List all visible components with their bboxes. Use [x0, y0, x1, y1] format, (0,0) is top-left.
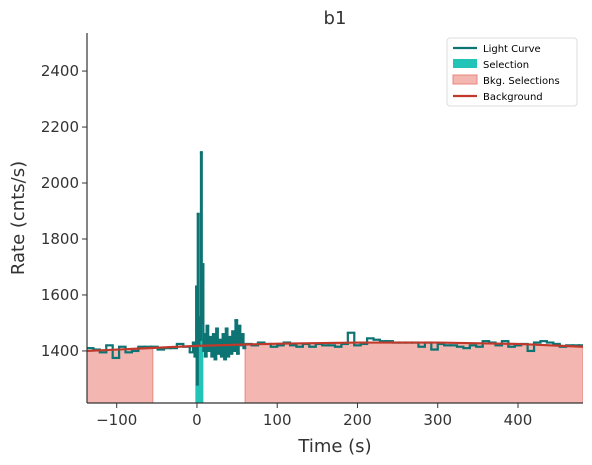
legend-label: Light Curve [483, 44, 541, 55]
y-tick-label: 1800 [41, 230, 79, 248]
x-tick-label: 100 [263, 411, 292, 429]
y-tick-label: 2200 [41, 118, 79, 136]
x-tick-label: 300 [423, 411, 452, 429]
x-tick-label: −100 [96, 411, 137, 429]
legend-label: Selection [483, 60, 529, 71]
x-tick-label: 0 [192, 411, 202, 429]
legend-swatch [453, 59, 477, 68]
y-tick-label: 1600 [41, 286, 79, 304]
background-line [86, 341, 584, 353]
x-tick-label: 200 [343, 411, 372, 429]
y-tick-label: 2400 [41, 62, 79, 80]
y-tick-label: 1400 [41, 342, 79, 360]
y-tick-label: 2000 [41, 174, 79, 192]
y-axis-label: Rate (cnts/s) [8, 161, 29, 275]
legend-swatch [452, 74, 478, 85]
plot-area [87, 151, 583, 403]
legend-box [446, 37, 578, 107]
x-tick-label: 400 [504, 411, 533, 429]
chart-title: b1 [324, 8, 347, 29]
x-axis-label: Time (s) [297, 436, 371, 457]
legend-label: Bkg. Selections [483, 76, 560, 87]
legend-label: Background [483, 92, 543, 103]
